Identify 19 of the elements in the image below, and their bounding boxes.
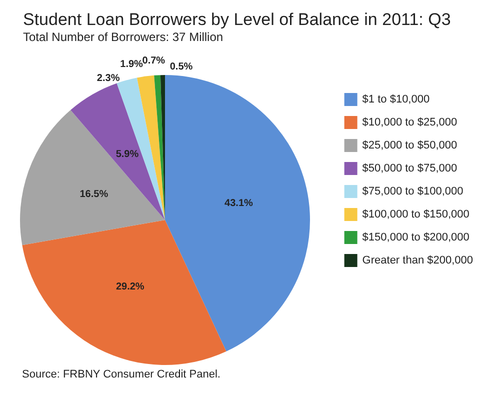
data-label: 1.9% <box>120 58 144 70</box>
legend-label: $10,000 to $25,000 <box>362 116 458 128</box>
data-label: 5.9% <box>116 149 139 160</box>
legend-label: $150,000 to $200,000 <box>362 232 470 244</box>
chart-title: Student Loan Borrowers by Level of Balance in 2011: Q3 <box>23 10 451 29</box>
data-label: 2.3% <box>96 72 120 84</box>
source-note: Source: FRBNY Consumer Credit Panel. <box>22 368 220 380</box>
data-label: 16.5% <box>80 189 108 200</box>
legend-label: $25,000 to $50,000 <box>362 140 458 152</box>
legend-label: $100,000 to $150,000 <box>362 208 470 220</box>
data-label: 43.1% <box>224 198 253 210</box>
legend-label: Greater than $200,000 <box>362 254 474 266</box>
legend-label: $50,000 to $75,000 <box>362 162 458 174</box>
data-label: 29.2% <box>116 281 144 292</box>
chart-subtitle: Total Number of Borrowers: 37 Million <box>23 30 224 44</box>
legend-label: $75,000 to $100,000 <box>362 186 464 198</box>
legend-label: $1 to $10,000 <box>362 94 430 106</box>
data-label: 0.5% <box>170 62 193 73</box>
data-label: 0.7% <box>142 56 166 67</box>
